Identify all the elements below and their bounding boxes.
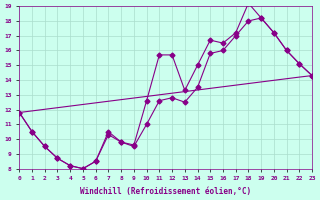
X-axis label: Windchill (Refroidissement éolien,°C): Windchill (Refroidissement éolien,°C) bbox=[80, 187, 251, 196]
